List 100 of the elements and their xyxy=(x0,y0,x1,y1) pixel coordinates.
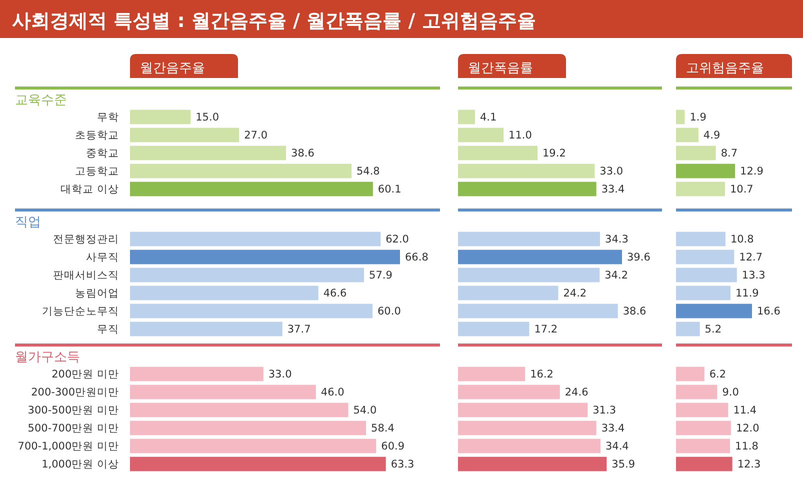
data-label: 66.8 xyxy=(405,252,428,264)
bar xyxy=(130,322,282,336)
y-tick-label: 무직 xyxy=(97,323,119,336)
y-tick-label: 1,000만원 이상 xyxy=(42,458,119,470)
bar xyxy=(676,250,734,264)
chart-title: 고위험음주율 xyxy=(686,61,764,76)
bar xyxy=(676,438,730,454)
data-label: 60.9 xyxy=(381,440,405,453)
chart-title: 월간폭음률 xyxy=(468,61,533,76)
data-label: 37.7 xyxy=(287,324,311,336)
data-label: 33.4 xyxy=(601,422,626,435)
bar xyxy=(458,110,475,124)
y-tick-label: 중학교 xyxy=(86,147,119,160)
data-label: 58.4 xyxy=(371,422,395,435)
bar xyxy=(130,384,316,400)
data-label: 35.9 xyxy=(612,458,636,471)
bar xyxy=(458,420,596,436)
bar xyxy=(458,366,526,382)
bar xyxy=(458,384,560,400)
data-label: 24.6 xyxy=(564,386,589,399)
data-label: 16.2 xyxy=(530,368,554,381)
bar xyxy=(130,286,318,300)
y-tick-label: 사무직 xyxy=(86,251,119,264)
bar xyxy=(676,128,698,142)
bar xyxy=(458,232,600,246)
bar xyxy=(458,286,558,300)
bar xyxy=(130,456,386,472)
bar xyxy=(130,402,348,418)
y-axis-title: 교육수준 xyxy=(15,93,67,108)
bar xyxy=(458,146,538,160)
y-tick-label: 무학 xyxy=(97,111,119,124)
bar xyxy=(676,286,730,300)
bar xyxy=(676,420,731,436)
bar xyxy=(458,128,504,142)
bar xyxy=(130,438,376,454)
bar xyxy=(130,182,373,196)
data-label: 15.0 xyxy=(196,112,220,124)
bar xyxy=(130,250,400,264)
bar xyxy=(458,456,607,472)
bar xyxy=(130,420,366,436)
data-label: 11.0 xyxy=(508,130,532,142)
y-tick-label: 500-700만원 미만 xyxy=(28,422,119,434)
data-label: 54.8 xyxy=(356,166,380,178)
bar xyxy=(130,146,286,160)
bar xyxy=(458,304,618,318)
data-label: 60.0 xyxy=(378,306,401,318)
bar xyxy=(676,456,732,472)
data-label: 12.7 xyxy=(739,252,763,264)
bar xyxy=(676,304,752,318)
bar xyxy=(458,322,530,336)
bar xyxy=(676,164,736,178)
data-label: 5.2 xyxy=(704,324,722,336)
data-label: 34.3 xyxy=(605,234,628,246)
data-label: 11.4 xyxy=(733,404,757,417)
text: 사회경제적 특성별 : 월간음주율 / 월간폭음률 / 고위험음주율 xyxy=(12,10,536,32)
data-label: 57.9 xyxy=(369,270,392,282)
y-tick-label: 전문행정관리 xyxy=(53,233,119,246)
y-tick-label: 초등학교 xyxy=(75,129,119,142)
y-tick-label: 농림어업 xyxy=(75,287,119,300)
data-label: 33.0 xyxy=(268,368,292,381)
y-axis-title: 월가구소득 xyxy=(15,350,80,365)
y-tick-label: 고등학교 xyxy=(75,165,119,178)
data-label: 10.7 xyxy=(730,184,754,196)
y-tick-label: 판매서비스직 xyxy=(53,269,119,282)
y-tick-label: 200만원 미만 xyxy=(52,368,119,380)
data-label: 33.0 xyxy=(600,166,624,178)
data-label: 19.2 xyxy=(542,148,566,160)
bar xyxy=(130,128,240,142)
data-label: 12.0 xyxy=(736,422,760,435)
data-label: 13.3 xyxy=(742,270,766,282)
data-label: 46.0 xyxy=(320,386,344,399)
data-label: 10.8 xyxy=(730,234,754,246)
y-tick-label: 200-300만원미만 xyxy=(31,386,119,398)
bar xyxy=(676,322,700,336)
data-label: 12.9 xyxy=(740,166,764,178)
data-label: 34.4 xyxy=(605,440,630,453)
y-tick-label: 대학교 이상 xyxy=(60,183,119,196)
data-label: 24.2 xyxy=(563,288,587,300)
bar xyxy=(676,146,716,160)
bar xyxy=(676,402,728,418)
data-label: 38.6 xyxy=(622,306,647,318)
data-label: 34.2 xyxy=(604,270,628,282)
data-label: 39.6 xyxy=(627,252,651,264)
bar xyxy=(676,384,718,400)
bar xyxy=(676,268,737,282)
bar xyxy=(458,438,600,454)
data-label: 12.3 xyxy=(737,458,761,471)
data-label: 46.6 xyxy=(323,288,348,300)
bar xyxy=(676,366,704,382)
y-tick-label: 기능단순노무직 xyxy=(42,305,119,318)
data-label: 8.7 xyxy=(720,148,738,160)
bar xyxy=(130,366,264,382)
chart-title: 월간음주율 xyxy=(140,61,205,76)
bar xyxy=(458,402,588,418)
bar xyxy=(676,232,726,246)
data-label: 63.3 xyxy=(390,458,414,471)
bar xyxy=(458,268,600,282)
data-label: 60.1 xyxy=(378,184,402,196)
data-label: 62.0 xyxy=(386,234,409,246)
bar xyxy=(130,268,364,282)
